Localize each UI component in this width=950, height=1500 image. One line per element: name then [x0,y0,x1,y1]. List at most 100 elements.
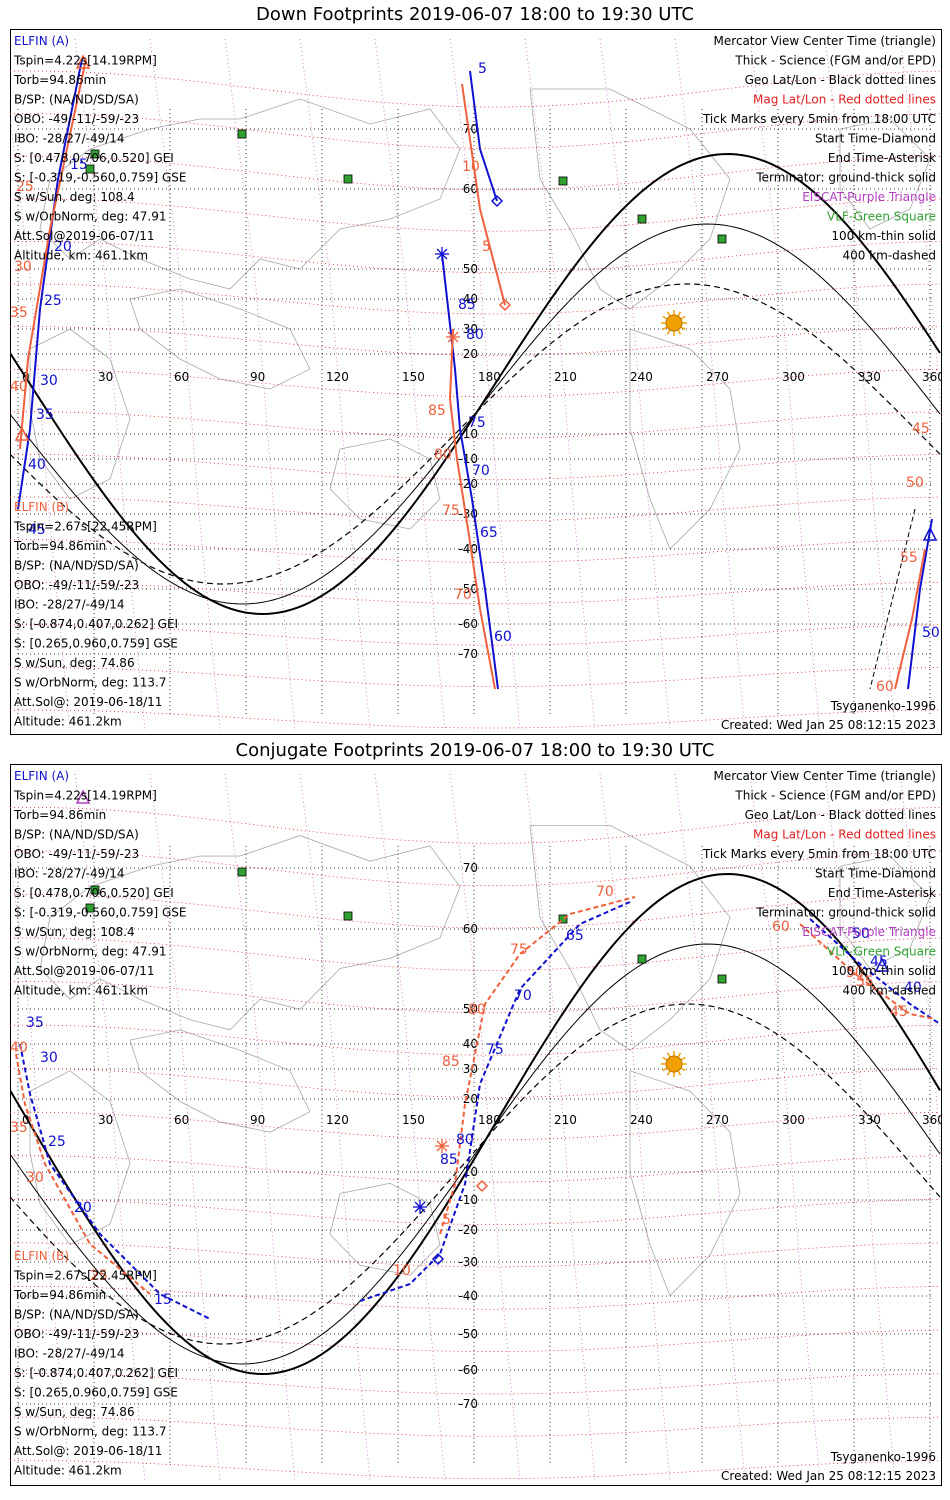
coastline [529,88,731,310]
elfin-a-info: Att.Sol@2019-06-07/11 [14,229,155,243]
elfin-a-start-diamond-icon [490,194,504,208]
elfin-a-end-asterisk-icon [413,1200,427,1214]
elfin-b-time-label: 60 [876,679,894,695]
lon-tick-label: 300 [782,370,805,384]
mag-grid [10,773,942,1482]
legend-entry: 100 km-thin solid [831,229,936,243]
lon-tick-label: 0 [22,1113,30,1127]
model-label: Tsyganenko-1996 [830,699,936,713]
elfin-a-info: IBO: -28/27/-49/14 [14,132,125,146]
coastline [29,328,131,500]
elfin-a-time-label: 85 [458,297,476,313]
elfin-b-time-label: 70 [596,884,614,900]
mag-meridian [599,773,671,1482]
coastline [129,1029,311,1133]
lat-tick-label: 60 [463,922,478,936]
mag-parallel [10,539,941,563]
elfin-b-info: Att.Sol@: 2019-06-18/11 [14,1444,162,1458]
elfin-b-info: S: [0.265,0.960,0.759] GSE [14,1386,178,1400]
lon-tick-label: 270 [706,370,729,384]
elfin-a-info: S: [0.478,0.706,0.520] GEI [14,151,174,165]
lon-tick-label: 150 [402,1113,425,1127]
elfin-b-time-label: 55 [856,974,874,990]
lon-tick-label: 30 [98,1113,113,1127]
mag-parallel [10,581,941,605]
lat-tick-label: -50 [458,582,478,596]
coastline [29,1070,131,1246]
lon-tick-label: 60 [174,370,189,384]
elfin-b-track-east [894,548,926,690]
mag-meridian [299,773,371,1482]
legend-entry: Mag Lat/Lon - Red dotted lines [753,828,936,842]
coastline [329,1182,441,1276]
lat-tick-label: -50 [458,1327,478,1341]
elfin-a-conj-east [809,918,941,1025]
elfin-b-time-label: 75 [510,942,528,958]
elfin-a-time-label: 80 [456,1132,474,1148]
legend-entry: Start Time-Diamond [815,132,936,146]
lat-tick-label: -10 [458,1193,478,1207]
geo-grid [17,845,934,1466]
elfin-a-info: Torb=94.86min [13,73,106,87]
lon-tick-label: 330 [858,1113,881,1127]
lat-tick-label: -10 [458,452,478,466]
elfin-a-info: Torb=94.86min [13,808,106,822]
lat-tick-label: 10 [463,427,478,441]
legend-entry: Thick - Science (FGM and/or EPD) [734,789,936,803]
lon-tick-label: 90 [250,370,265,384]
elfin-b-time-label: 85 [442,1054,460,1070]
legend-entry: Thick - Science (FGM and/or EPD) [734,54,936,68]
eiscat-triangle-icon [75,789,91,804]
legend-entry: Tick Marks every 5min from 18:00 UTC [702,112,936,126]
elfin-a-time-label: 25 [48,1134,66,1150]
elfin-b-time-label: 45 [912,421,930,437]
geo-grid [17,109,934,715]
elfin-a-header: ELFIN (A) [14,769,69,783]
lon-tick-label: 240 [630,370,653,384]
lat-tick-label: -70 [458,647,478,661]
lon-tick-label: 360 [922,370,942,384]
lon-tick-label: 210 [554,1113,577,1127]
elfin-a-header: ELFIN (A) [14,34,69,48]
elfin-b-start-diamond-icon [475,1179,489,1193]
conjugate-footprints-map: 0 30 60 90 120 150 180 210 240 270 300 330 360706050… [10,764,942,1486]
coastline [629,1070,741,1297]
vlf-station-icon [343,174,353,184]
legend-entry: 400 km-dashed [842,984,936,998]
map-frame [10,29,942,735]
elfin-b-time-label: 50 [906,475,924,491]
elfin-b-header: ELFIN (B) [14,500,69,514]
vlf-station-icon [85,164,95,174]
terminator-ground [10,873,941,1375]
elfin-a-info: S: [-0.319,-0.560,0.759] GSE [14,171,187,185]
vlf-station-icon [637,214,647,224]
elfin-a-conj-west [19,1043,211,1320]
elfin-a-info: Altitude, km: 461.1km [14,984,148,998]
elfin-b-time-label: 30 [14,259,32,275]
elfin-b-info: OBO: -49/-11/-59/-23 [14,578,139,592]
lat-tick-label: -20 [458,1223,478,1237]
elfin-a-time-label: 45 [870,954,888,970]
created-timestamp: Created: Wed Jan 25 08:12:15 2023 [721,1469,936,1483]
elfin-b-track-north [461,83,506,306]
elfin-a-center-triangle-icon [922,526,938,541]
lon-tick-label: 60 [174,1113,189,1127]
coastlines [29,824,931,1297]
lat-tick-label: 30 [463,1062,478,1076]
legend-entry: 100 km-thin solid [831,964,936,978]
vlf-station-icon [237,867,247,877]
elfin-b-time-label: 10 [462,159,480,175]
vlf-station-icon [90,885,100,895]
elfin-b-info: OBO: -49/-11/-59/-23 [14,1327,139,1341]
mag-parallel [10,411,941,439]
panel-title-down: Down Footprints 2019-06-07 18:00 to 19:3… [256,4,694,25]
vlf-station-icon [85,903,95,913]
lon-tick-label: 300 [782,1113,805,1127]
elfin-b-track-main [448,328,496,690]
elfin-b-time-label: 50 [846,965,864,981]
elfin-b-end-asterisk-icon [435,1139,449,1153]
mag-meridian [449,773,521,1482]
map-frame [10,764,942,1486]
elfin-b-info: S: [0.265,0.960,0.759] GSE [14,637,178,651]
elfin-a-info: Tspin=4.22s[14.19RPM] [13,789,157,803]
